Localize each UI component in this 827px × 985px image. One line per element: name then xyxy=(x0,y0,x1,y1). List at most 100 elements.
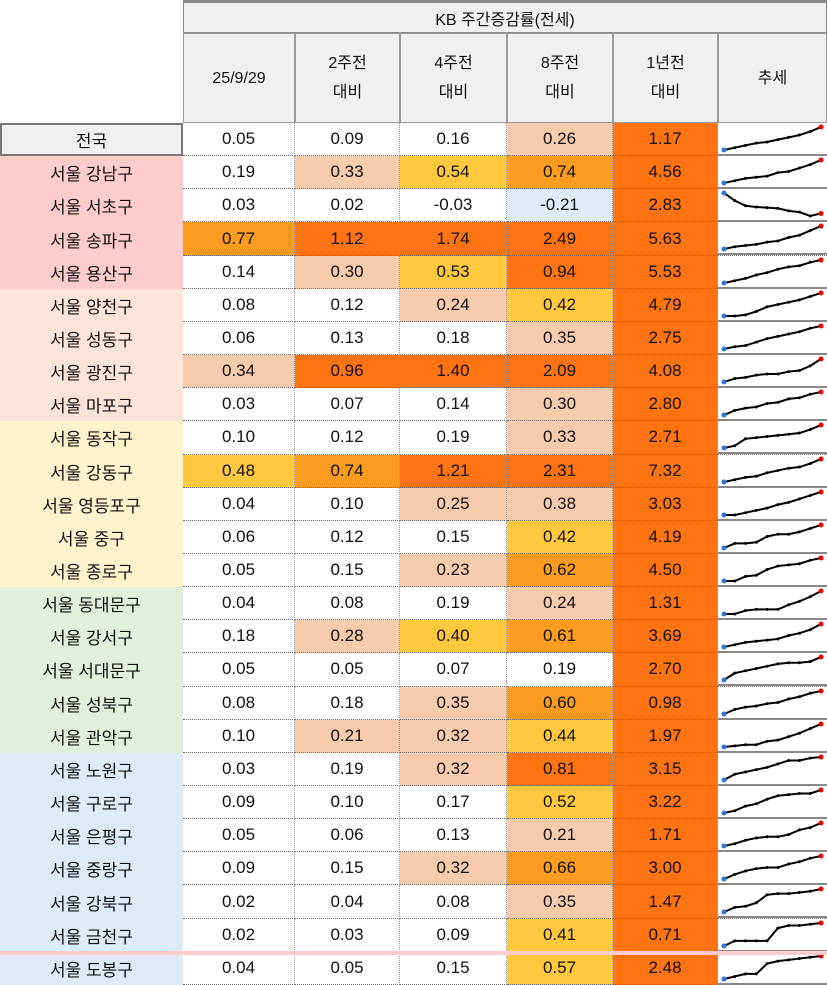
trend-point xyxy=(744,313,748,317)
value-cell: 2.31 xyxy=(507,454,613,488)
trend-sparkline xyxy=(718,787,827,819)
trend-point xyxy=(721,578,727,584)
trend-point xyxy=(787,300,791,304)
value-cell: 3.22 xyxy=(613,786,718,820)
trend-point xyxy=(787,135,791,139)
value-cell: 0.34 xyxy=(183,355,295,389)
trend-line xyxy=(723,457,822,483)
trend-point xyxy=(787,466,791,470)
trend-point xyxy=(721,147,727,153)
value-cell: 0.15 xyxy=(295,852,400,886)
trend-point xyxy=(744,375,748,379)
value-cell: 0.60 xyxy=(507,686,613,720)
trend-sparkline xyxy=(718,356,827,389)
trend-point xyxy=(744,742,748,746)
table-row: 서울 동대문구 0.04 0.08 0.19 0.24 1.31 xyxy=(0,587,827,621)
trend-point xyxy=(765,372,769,376)
trend-sparkline xyxy=(718,920,827,952)
value-cell: 0.19 xyxy=(183,156,295,190)
trend-point xyxy=(818,257,824,263)
trend-point xyxy=(808,857,812,861)
trend-point xyxy=(765,174,769,178)
table-row: 서울 은평구 0.05 0.06 0.13 0.21 1.71 xyxy=(0,819,827,853)
trend-point xyxy=(744,905,748,909)
trend-point xyxy=(765,435,769,439)
trend-cell xyxy=(718,421,827,455)
column-header-line1: 1년전 xyxy=(646,55,685,72)
trend-point xyxy=(754,640,758,643)
trend-point xyxy=(808,163,812,167)
trend-point xyxy=(765,241,769,245)
trend-point xyxy=(733,809,737,813)
region-label: 서울 성북구 xyxy=(0,686,183,720)
trend-point xyxy=(733,345,737,349)
region-label: 서울 도봉구 xyxy=(0,951,183,985)
table-row: 서울 서초구 0.03 0.02 -0.03 -0.21 2.83 xyxy=(0,189,827,223)
trend-point xyxy=(776,502,780,506)
region-label: 서울 강북구 xyxy=(0,885,183,919)
trend-sparkline xyxy=(718,654,827,687)
value-cell: 0.32 xyxy=(400,752,507,787)
trend-point xyxy=(818,124,824,130)
table-row: 서울 도봉구 0.04 0.05 0.15 0.57 2.48 xyxy=(0,951,827,985)
trend-point xyxy=(776,866,780,870)
trend-point xyxy=(744,938,748,942)
trend-point xyxy=(797,330,801,334)
value-cell: 0.30 xyxy=(507,388,613,422)
trend-point xyxy=(797,263,801,267)
value-cell: 0.35 xyxy=(507,885,613,919)
trend-point xyxy=(754,901,758,905)
trend-point xyxy=(754,373,758,377)
trend-cell xyxy=(718,222,827,256)
value-cell: 0.98 xyxy=(613,686,718,720)
trend-point xyxy=(787,397,791,401)
trend-sparkline xyxy=(718,721,827,753)
region-label: 서울 마포구 xyxy=(0,388,183,422)
trend-point xyxy=(721,280,727,286)
column-header: 8주전 대비 xyxy=(507,33,613,123)
trend-point xyxy=(797,828,801,832)
value-cell: 0.04 xyxy=(183,487,295,521)
value-cell: 1.47 xyxy=(613,885,718,919)
trend-point xyxy=(744,972,748,976)
value-cell: 0.03 xyxy=(183,189,295,223)
trend-point xyxy=(797,369,801,373)
trend-point xyxy=(808,791,812,795)
table-row: 서울 마포구 0.03 0.07 0.14 0.30 2.80 xyxy=(0,388,827,422)
value-cell: 0.28 xyxy=(295,620,400,654)
trend-point xyxy=(818,920,824,926)
trend-line xyxy=(723,258,822,284)
trend-point xyxy=(765,739,769,743)
trend-point xyxy=(765,765,769,769)
value-cell: 0.03 xyxy=(295,918,400,952)
table-row: 서울 동작구 0.10 0.12 0.19 0.33 2.71 xyxy=(0,421,827,455)
value-cell: 0.19 xyxy=(507,653,613,687)
trend-point xyxy=(797,791,801,795)
table-row: 서울 강남구 0.19 0.33 0.54 0.74 4.56 xyxy=(0,156,827,190)
trend-point xyxy=(754,767,758,771)
value-cell: 0.02 xyxy=(183,885,295,919)
trend-point xyxy=(765,961,769,965)
trend-point xyxy=(776,468,780,472)
value-cell: 5.63 xyxy=(613,222,718,256)
trend-point xyxy=(765,337,769,341)
trend-point xyxy=(818,820,824,826)
trend-point xyxy=(765,305,769,309)
trend-point xyxy=(787,862,791,866)
value-cell: 0.62 xyxy=(507,553,613,588)
region-label: 서울 성동구 xyxy=(0,321,183,356)
trend-point xyxy=(797,731,801,735)
trend-point xyxy=(818,211,824,217)
trend-line xyxy=(723,656,822,682)
value-cell: 0.07 xyxy=(400,653,507,687)
value-cell: 0.26 xyxy=(507,123,613,157)
value-cell: 0.09 xyxy=(400,918,507,952)
trend-point xyxy=(721,677,727,683)
trend-point xyxy=(754,340,758,344)
trend-point xyxy=(797,758,801,762)
trend-point xyxy=(808,756,812,760)
column-header-line1: 8주전 xyxy=(540,55,580,72)
value-cell: 0.24 xyxy=(507,587,613,621)
value-cell: 0.09 xyxy=(295,123,400,157)
trend-cell xyxy=(718,653,827,687)
